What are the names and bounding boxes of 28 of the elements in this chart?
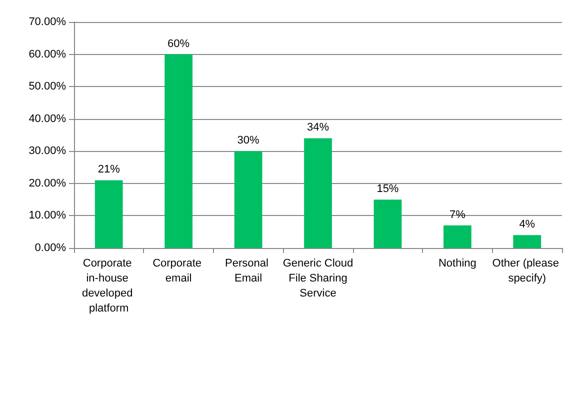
y-tick-label: 0.00% xyxy=(34,242,66,254)
data-label: 21% xyxy=(98,164,120,176)
x-tick-label: Corporate in-house developed platform xyxy=(82,258,136,314)
x-tick-label: Generic Cloud File Sharing Service xyxy=(282,258,354,300)
x-tick-label: Corporate email xyxy=(152,258,205,284)
data-label: 30% xyxy=(237,134,260,147)
data-label: 34% xyxy=(306,122,330,134)
y-tick-label: 10.00% xyxy=(28,210,66,222)
y-tick-label: 30.00% xyxy=(28,145,66,158)
bar xyxy=(443,225,472,248)
y-tick-label: 60.00% xyxy=(28,48,66,60)
bar xyxy=(234,151,262,248)
x-tick-label: Nothing xyxy=(438,258,476,270)
y-tick-label: 40.00% xyxy=(28,112,66,125)
data-label: 60% xyxy=(168,38,190,50)
bar xyxy=(164,54,193,248)
y-tick-label: 50.00% xyxy=(28,80,66,93)
bar xyxy=(374,200,402,248)
data-label: 15% xyxy=(376,183,399,196)
bar xyxy=(304,138,332,248)
bar xyxy=(94,180,123,248)
data-label: 7% xyxy=(449,208,466,221)
bar xyxy=(513,235,542,248)
data-label: 4% xyxy=(519,218,536,231)
x-tick-label: Other (please specify) xyxy=(492,258,562,284)
y-tick-label: 70.00% xyxy=(28,16,66,28)
x-tick-label: Personal Email xyxy=(225,258,272,284)
y-tick-label: 20.00% xyxy=(28,177,66,190)
